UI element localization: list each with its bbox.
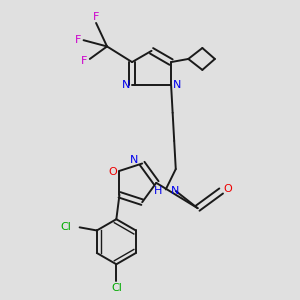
Text: O: O xyxy=(223,184,232,194)
Text: O: O xyxy=(108,167,117,178)
Text: F: F xyxy=(93,12,99,22)
Text: N: N xyxy=(171,186,179,196)
Text: F: F xyxy=(81,56,87,65)
Text: Cl: Cl xyxy=(111,284,122,293)
Text: Cl: Cl xyxy=(60,222,71,232)
Text: N: N xyxy=(122,80,130,90)
Text: N: N xyxy=(172,80,181,90)
Text: H: H xyxy=(154,186,163,196)
Text: F: F xyxy=(75,35,81,45)
Text: N: N xyxy=(130,155,139,165)
